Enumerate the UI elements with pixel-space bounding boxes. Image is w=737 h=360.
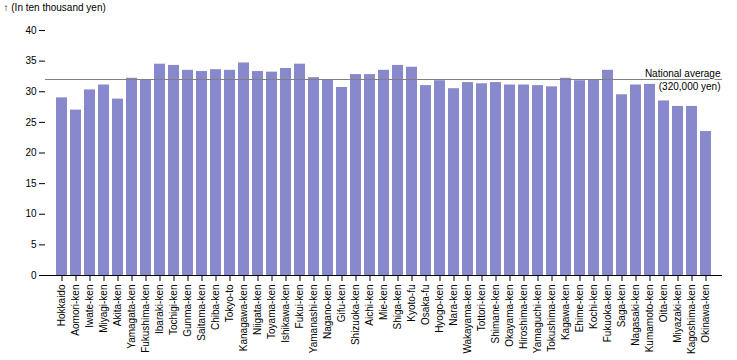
svg-text:Miyagi-ken: Miyagi-ken — [98, 285, 109, 333]
svg-text:Hiroshima-ken: Hiroshima-ken — [518, 285, 529, 349]
svg-text:Osaka-fu: Osaka-fu — [420, 285, 431, 326]
svg-text:Niigata-ken: Niigata-ken — [252, 285, 263, 336]
svg-text:20: 20 — [25, 147, 37, 158]
svg-text:Tochigi-ken: Tochigi-ken — [168, 285, 179, 336]
svg-text:30: 30 — [25, 86, 37, 97]
svg-text:Toyama-ken: Toyama-ken — [266, 285, 277, 339]
svg-text:Kagoshima-ken: Kagoshima-ken — [686, 285, 697, 354]
svg-text:Aichi-ken: Aichi-ken — [364, 285, 375, 326]
svg-text:Okinawa-ken: Okinawa-ken — [700, 285, 711, 343]
svg-text:Shizuoka-ken: Shizuoka-ken — [350, 285, 361, 346]
svg-text:Fukuoka-ken: Fukuoka-ken — [602, 285, 613, 343]
svg-text:Shimane-ken: Shimane-ken — [490, 285, 501, 344]
svg-text:Gunma-ken: Gunma-ken — [182, 285, 193, 337]
svg-text:Mie-ken: Mie-ken — [378, 285, 389, 321]
svg-text:Nara-ken: Nara-ken — [448, 285, 459, 326]
svg-text:Ishikawa-ken: Ishikawa-ken — [280, 285, 291, 343]
svg-text:5: 5 — [31, 239, 37, 250]
svg-text:Akita-ken: Akita-ken — [112, 285, 123, 327]
svg-text:Saga-ken: Saga-ken — [616, 285, 627, 328]
svg-text:Kumamoto-ken: Kumamoto-ken — [644, 285, 655, 353]
svg-text:Hokkaido: Hokkaido — [56, 284, 67, 326]
svg-text:Yamaguchi-ken: Yamaguchi-ken — [532, 285, 543, 354]
svg-text:Saitama-ken: Saitama-ken — [196, 285, 207, 341]
svg-text:Hyogo-ken: Hyogo-ken — [434, 285, 445, 333]
svg-text:Gifu-ken: Gifu-ken — [336, 285, 347, 323]
svg-text:Nagasaki-ken: Nagasaki-ken — [630, 285, 641, 346]
svg-text:Miyazaki-ken: Miyazaki-ken — [672, 285, 683, 343]
svg-text:↑ (In ten thousand yen): ↑ (In ten thousand yen) — [4, 2, 106, 13]
svg-text:25: 25 — [25, 117, 37, 128]
svg-text:10: 10 — [25, 208, 37, 219]
svg-text:Yamagata-ken: Yamagata-ken — [126, 285, 137, 349]
svg-text:Aomori-ken: Aomori-ken — [70, 285, 81, 336]
svg-text:Chiba-ken: Chiba-ken — [210, 285, 221, 331]
svg-text:Ibaraki-ken: Ibaraki-ken — [154, 285, 165, 334]
svg-text:Kochi-ken: Kochi-ken — [588, 285, 599, 329]
svg-text:Tottori-ken: Tottori-ken — [476, 285, 487, 332]
svg-text:Tokushima-ken: Tokushima-ken — [546, 285, 557, 352]
svg-text:Kagawa-ken: Kagawa-ken — [560, 285, 571, 341]
svg-text:Yamanashi-ken: Yamanashi-ken — [308, 285, 319, 354]
svg-text:Wakayama-ken: Wakayama-ken — [462, 285, 473, 354]
svg-text:0: 0 — [31, 270, 37, 281]
svg-text:Fukushima-ken: Fukushima-ken — [140, 285, 151, 353]
svg-text:Ehime-ken: Ehime-ken — [574, 285, 585, 333]
svg-text:15: 15 — [25, 178, 37, 189]
svg-text:Oita-ken: Oita-ken — [658, 285, 669, 323]
svg-text:Okayama-ken: Okayama-ken — [504, 285, 515, 347]
svg-text:Nagano-ken: Nagano-ken — [322, 285, 333, 339]
svg-text:Shiga-ken: Shiga-ken — [392, 285, 403, 330]
svg-text:Tokyo-to: Tokyo-to — [224, 284, 235, 322]
svg-text:Kyoto-fu: Kyoto-fu — [406, 285, 417, 322]
svg-text:Fukui-ken: Fukui-ken — [294, 285, 305, 329]
svg-text:40: 40 — [25, 25, 37, 36]
svg-text:35: 35 — [25, 55, 37, 66]
svg-text:Kanagawa-ken: Kanagawa-ken — [238, 285, 249, 352]
svg-text:National average: National average — [645, 68, 721, 79]
svg-text:(320,000 yen): (320,000 yen) — [659, 81, 721, 92]
svg-text:Iwate-ken: Iwate-ken — [84, 285, 95, 328]
